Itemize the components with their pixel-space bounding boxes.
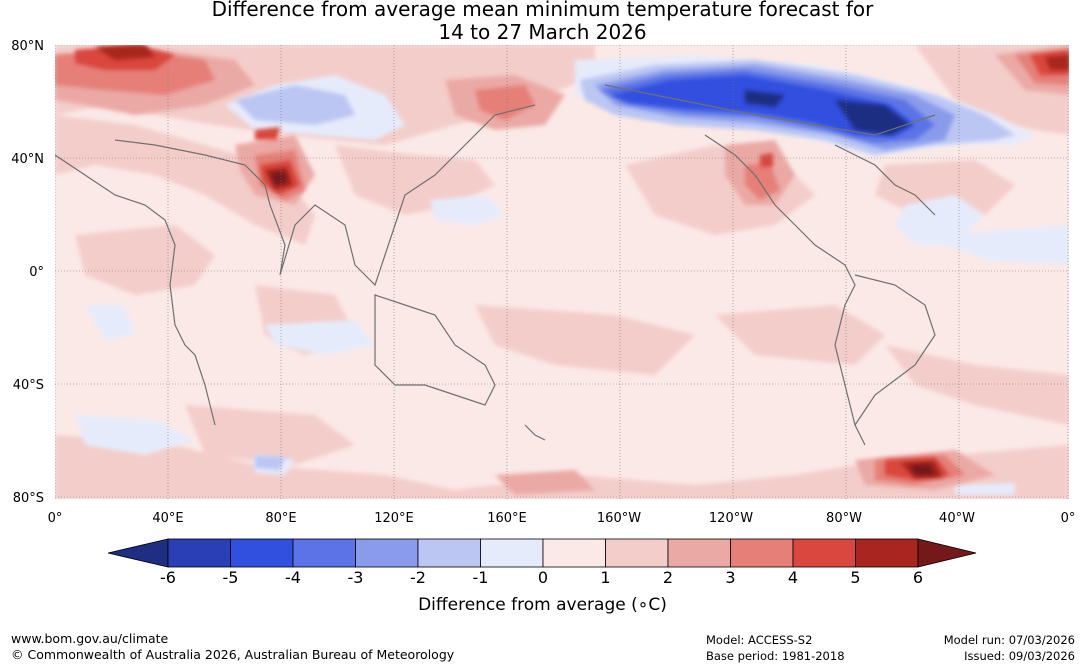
colorbar-tick-label: -5 xyxy=(222,568,239,587)
colorbar-title: Difference from average (∘C) xyxy=(418,595,667,615)
lat-label-40n: 40°N xyxy=(11,152,44,167)
footer-copyright: © Commonwealth of Australia 2026, Austra… xyxy=(11,647,455,662)
footer-url[interactable]: www.bom.gov.au/climate xyxy=(11,631,169,646)
lon-label-80w: 80°W xyxy=(826,511,862,526)
colorbar-segment xyxy=(605,538,669,568)
colorbar-tick-label: -6 xyxy=(160,568,176,587)
chart-title-line-1: Difference from average mean minimum tem… xyxy=(211,0,874,21)
lon-label-120w: 120°W xyxy=(708,511,754,526)
chart-title-line-2: 14 to 27 March 2026 xyxy=(438,20,647,44)
colorbar-tick-label: 2 xyxy=(662,568,674,587)
colorbar-segment xyxy=(542,538,606,568)
colorbar-segment xyxy=(730,538,794,568)
colorbar-segment xyxy=(792,538,856,568)
colorbar-segment xyxy=(167,538,231,568)
footer-model: Model: ACCESS-S2 xyxy=(706,633,813,647)
lon-label-80e: 80°E xyxy=(265,511,297,526)
colorbar-tick-label: 5 xyxy=(850,568,861,587)
footer-base-period: Base period: 1981-2018 xyxy=(706,649,845,663)
anomaly-field xyxy=(55,45,1069,499)
colorbar xyxy=(108,538,977,568)
colorbar-segment xyxy=(480,538,544,568)
lat-label-40s: 40°S xyxy=(12,378,44,393)
colorbar-tick-label: -3 xyxy=(347,568,364,587)
colorbar-tick-label: 0 xyxy=(537,568,549,587)
colorbar-max-extension xyxy=(917,538,977,568)
colorbar-segment xyxy=(417,538,481,568)
colorbar-tick-label: 4 xyxy=(787,568,799,587)
colorbar-segment xyxy=(855,538,919,568)
lat-label-0: 0° xyxy=(29,265,44,280)
lon-label-40w: 40°W xyxy=(939,511,975,526)
lon-label-160w: 160°W xyxy=(596,511,642,526)
lon-label-120e: 120°E xyxy=(374,511,414,526)
lat-label-80n: 80°N xyxy=(11,39,44,54)
colorbar-tick-label: 1 xyxy=(600,568,611,587)
footer-model-run: Model run: 07/03/2026 xyxy=(943,633,1075,647)
colorbar-segment xyxy=(292,538,356,568)
colorbar-segment xyxy=(230,538,294,568)
lon-label-0-west-edge: 0° xyxy=(47,511,63,526)
lon-label-40e: 40°E xyxy=(152,511,184,526)
colorbar-tick-label: -4 xyxy=(285,568,301,587)
colorbar-tick-label: 3 xyxy=(725,568,736,587)
colorbar-tick-label: -2 xyxy=(410,568,426,587)
temperature-anomaly-map xyxy=(55,45,1069,499)
footer-issued: Issued: 09/03/2026 xyxy=(964,649,1075,663)
colorbar-min-extension xyxy=(108,538,169,568)
lat-label-80s: 80°S xyxy=(12,491,44,506)
colorbar-segment xyxy=(667,538,731,568)
lon-label-0-east-edge: 0° xyxy=(1060,511,1076,526)
colorbar-tick-label: -1 xyxy=(472,568,489,587)
lon-label-160e: 160°E xyxy=(487,511,527,526)
colorbar-segment xyxy=(355,538,419,568)
colorbar-tick-label: 6 xyxy=(912,568,924,587)
